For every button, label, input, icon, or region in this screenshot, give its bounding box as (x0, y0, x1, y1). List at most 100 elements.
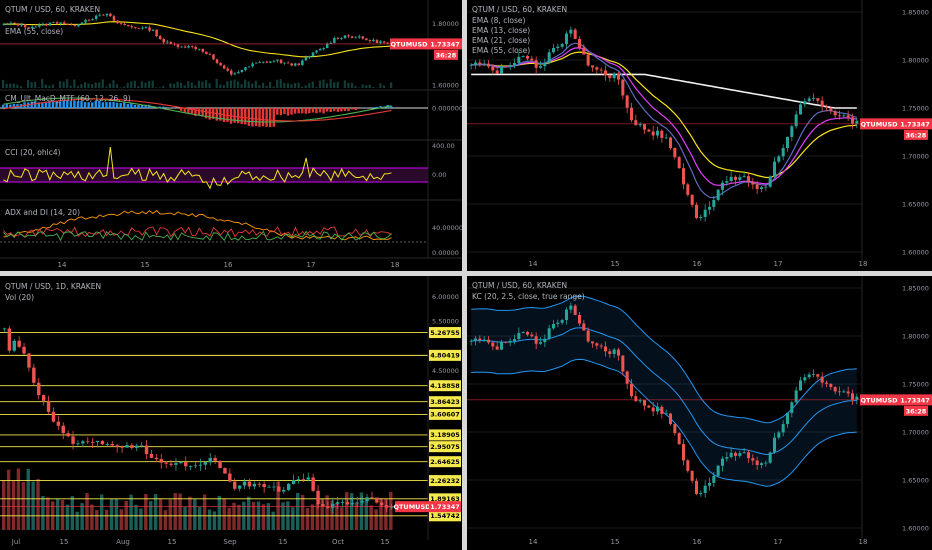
chart-top-left[interactable]: QTUMUSD 1.73347 36:28 1.80000 1.60000 QTUM / … (0, 0, 462, 271)
bl-candle (208, 457, 212, 463)
br-candle (772, 437, 777, 453)
br-candle (655, 406, 660, 412)
bl-volume-bar (129, 494, 133, 530)
tr-price-axis-label: 1.85000 (902, 9, 929, 17)
chart-top-right[interactable]: 1.85000 1.80000 1.75000 1.70000 1.65000 1.600… (467, 0, 932, 271)
tr-candle (660, 130, 664, 138)
tl-macd-histogram-bar (69, 101, 73, 108)
horizontal-separator[interactable] (0, 271, 932, 276)
tl-macd-histogram-bar (197, 108, 201, 116)
bl-candle (267, 486, 271, 488)
bl-volume-bar (212, 511, 217, 530)
br-candle (842, 391, 846, 393)
br-candle (603, 346, 608, 352)
chart-bottom-left[interactable]: 5.26755 4.80419 4.18858 3.86423 3.60607 3.189… (0, 276, 462, 550)
bl-candle (154, 457, 159, 460)
chart-bottom-right[interactable]: 1.85000 1.80000 1.75000 1.70000 1.65000 1.600… (467, 276, 932, 550)
tl-candle (198, 48, 201, 50)
bl-candle (375, 497, 379, 503)
bl-candle (120, 446, 124, 448)
br-candle (517, 332, 521, 340)
bl-candle (306, 477, 310, 480)
tr-ema8-line (471, 42, 857, 199)
br-candle (746, 452, 751, 459)
tl-macd-histogram-bar (51, 101, 55, 108)
tr-candle (655, 130, 660, 136)
tr-candle (686, 184, 690, 195)
br-symbol-tag (860, 394, 898, 406)
tl-macd-histogram-bar (254, 108, 258, 127)
tl-volume-bar (290, 84, 293, 88)
bl-candle (149, 453, 154, 458)
tr-candle (664, 137, 668, 139)
tl-macd-histogram-bar (183, 108, 186, 113)
br-candle (564, 309, 569, 321)
tl-macd-histogram-bar (133, 104, 137, 108)
tl-macd-histogram-bar (240, 108, 243, 124)
tl-macd-histogram-bar (258, 108, 261, 127)
bl-volume-bar (41, 496, 45, 530)
tl-macd-histogram-bar (41, 102, 44, 108)
bl-volume-bar (183, 506, 187, 530)
br-countdown-label: 36:28 (906, 407, 927, 415)
tl-candle (94, 15, 98, 20)
br-candle (785, 412, 790, 425)
tl-macd-histogram-bar (91, 102, 94, 108)
tl-volume-bar (315, 87, 318, 88)
tl-volume-bar (133, 80, 136, 88)
bl-x-tick: Jul (11, 538, 21, 546)
bl-candle (242, 481, 247, 486)
tr-x-tick: 16 (693, 260, 702, 268)
tl-candle (283, 62, 286, 64)
tl-candle (109, 13, 112, 17)
tl-candle (382, 41, 386, 43)
bl-candle (95, 440, 100, 443)
br-price-label: 1.73347 (900, 396, 930, 404)
tl-candle (350, 36, 354, 38)
br-candle (733, 452, 738, 456)
tl-macd-histogram-bar (126, 103, 129, 108)
br-candle (634, 396, 638, 402)
tl-candle (6, 24, 9, 26)
tl-volume-bar (293, 83, 297, 88)
br-candle (577, 314, 582, 324)
tl-candle (265, 61, 269, 63)
br-candle (807, 374, 811, 378)
tl-candle (151, 29, 155, 31)
bl-volume-bar (247, 496, 251, 530)
tr-candle (625, 95, 629, 108)
tl-volume-bar (222, 85, 225, 88)
tl-macd-histogram-bar (123, 102, 126, 108)
bl-candle (252, 483, 257, 487)
bl-price-axis-label: 4.50000 (432, 367, 459, 375)
tl-volume-bar (254, 80, 257, 88)
tl-x-tick: 14 (58, 261, 67, 269)
tl-volume-bar (333, 82, 336, 88)
tl-candle (112, 16, 116, 21)
tr-candle (491, 66, 495, 71)
tr-indicator-label: EMA (21, close) (472, 36, 530, 45)
br-kc-lower-line (471, 358, 857, 487)
tl-macd-histogram-bar (98, 100, 101, 108)
tr-price-label: 1.73347 (900, 120, 930, 128)
tl-macd-histogram-bar (308, 108, 311, 114)
tr-candle (556, 46, 560, 49)
tl-volume-bar (115, 84, 119, 88)
br-candle (508, 340, 512, 343)
bl-level-tag (429, 441, 461, 453)
tl-volume-bar (58, 81, 62, 88)
br-x-tick: 14 (529, 538, 538, 546)
tl-macd-histogram-bar (379, 106, 382, 108)
bl-candle (90, 442, 95, 443)
bl-candle (115, 445, 119, 447)
br-candle (621, 355, 625, 372)
tl-candle (251, 63, 254, 67)
tl-candle (276, 59, 279, 61)
br-candle (478, 338, 482, 341)
bl-title: QTUM / USD, 1D, KRAKEN (5, 282, 101, 291)
tr-candle (712, 199, 716, 207)
tl-candle (16, 23, 20, 26)
tr-candle (716, 189, 720, 200)
tl-candle (41, 23, 45, 25)
tl-candle (34, 26, 38, 28)
